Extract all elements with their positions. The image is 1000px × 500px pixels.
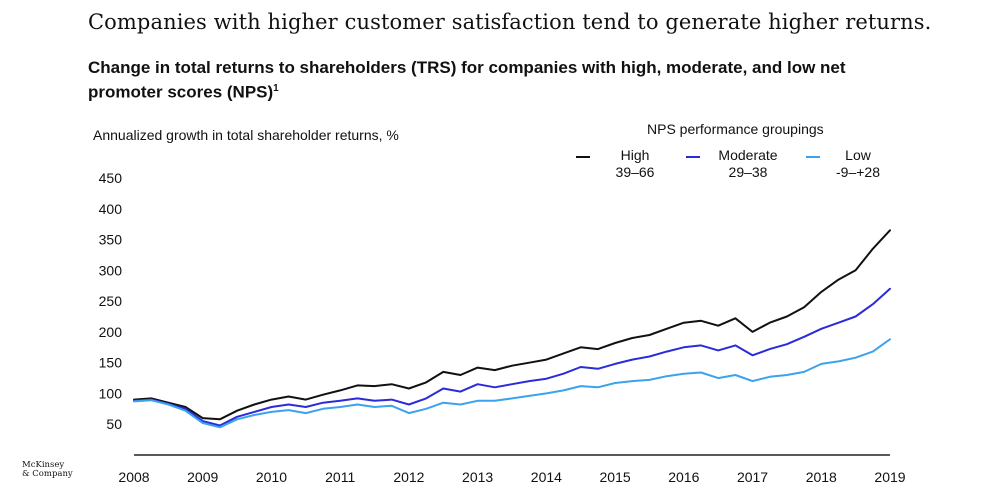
legend-item-high: High 39–66 (576, 147, 670, 181)
x-tick-label: 2017 (737, 469, 768, 485)
subtitle-text: Change in total returns to shareholders … (88, 58, 846, 102)
legend-label-moderate: Moderate (718, 147, 778, 163)
legend-label-high: High (620, 147, 650, 163)
y-tick-label: 450 (99, 170, 123, 186)
chart-subtitle: Change in total returns to shareholders … (88, 57, 908, 103)
legend-range-high: 39–66 (615, 164, 655, 180)
y-tick-label: 400 (99, 201, 123, 217)
x-tick-label: 2018 (806, 469, 837, 485)
x-tick-label: 2019 (874, 469, 905, 485)
x-tick-label: 2010 (256, 469, 287, 485)
series-line-moderate (133, 287, 891, 427)
chart-series (133, 229, 891, 429)
x-tick-label: 2016 (668, 469, 699, 485)
legend-swatch-high (576, 156, 590, 158)
logo-line-2: & Company (22, 469, 73, 479)
y-axis-label: Annualized growth in total shareholder r… (93, 127, 399, 143)
y-tick-label: 250 (99, 293, 123, 309)
y-tick-label: 300 (99, 262, 123, 278)
legend-item-low: Low -9–+28 (806, 147, 894, 181)
y-tick-label: 150 (99, 355, 123, 371)
legend-label-low: Low (845, 147, 871, 163)
legend-range-moderate: 29–38 (728, 164, 768, 180)
x-tick-label: 2012 (393, 469, 424, 485)
chart-headline: Companies with higher customer satisfact… (88, 10, 932, 34)
legend-swatch-moderate (686, 156, 700, 158)
x-tick-label: 2011 (325, 469, 355, 485)
x-tick-label: 2013 (462, 469, 493, 485)
series-line-high (133, 229, 891, 421)
y-tick-label: 50 (106, 416, 122, 432)
series-line-low (133, 338, 891, 429)
chart-axes: 50 100 150 200 250 300 350 400 450 2008 2009 2010 20… (99, 170, 906, 485)
x-tick-label: 2008 (118, 469, 149, 485)
y-tick-label: 200 (99, 324, 123, 340)
y-tick-label: 350 (99, 232, 123, 248)
legend-title: NPS performance groupings (647, 121, 824, 137)
y-tick-label: 100 (99, 385, 123, 401)
x-tick-label: 2015 (600, 469, 631, 485)
subtitle-footnote-marker: 1 (273, 83, 279, 94)
x-tick-label: 2009 (187, 469, 218, 485)
legend-item-moderate: Moderate 29–38 (686, 147, 788, 181)
logo-line-1: McKinsey (22, 460, 65, 470)
legend-swatch-low (806, 156, 820, 158)
legend-range-low: -9–+28 (836, 164, 880, 180)
mckinsey-logo: McKinsey & Company (22, 461, 73, 479)
x-tick-label: 2014 (531, 469, 562, 485)
